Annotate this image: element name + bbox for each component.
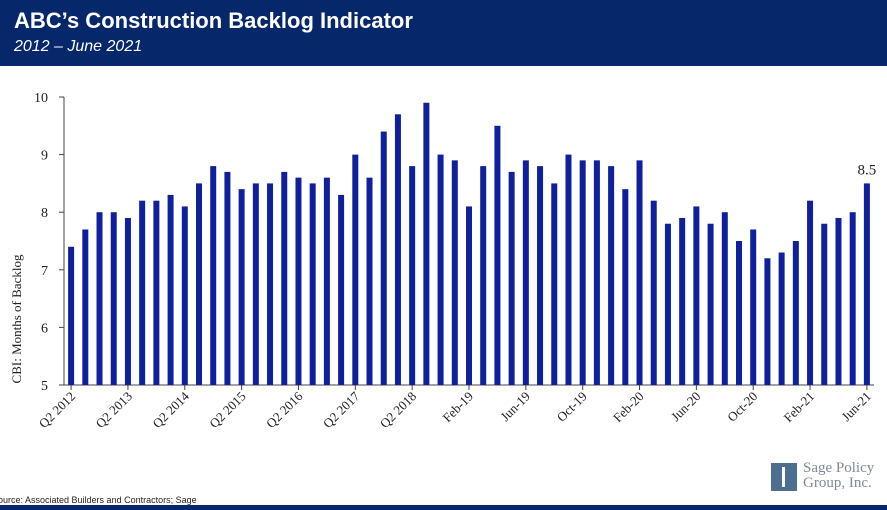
y-tick-label: 5 — [41, 379, 48, 394]
source-note: ource: Associated Builders and Contracto… — [0, 495, 197, 505]
x-tick-label: Oct-19 — [554, 389, 590, 425]
y-axis-ticks: 5 6 7 8 9 10 — [34, 91, 64, 394]
bar — [679, 217, 686, 385]
sage-logo: Sage Policy Group, Inc. — [771, 461, 887, 493]
bars — [68, 102, 870, 386]
x-tick-label: Q2 2017 — [320, 388, 363, 431]
bar — [68, 246, 75, 385]
bar — [252, 183, 259, 385]
x-tick-label: Jun-21 — [838, 389, 874, 425]
bar — [224, 171, 231, 385]
bottom-rule — [0, 505, 887, 510]
x-tick-label: Feb-19 — [439, 389, 476, 426]
slide-title: ABC’s Construction Backlog Indicator — [14, 8, 413, 33]
slide-subtitle: 2012 – June 2021 — [14, 38, 143, 55]
bar — [508, 171, 515, 385]
x-tick-label: Jun-19 — [497, 389, 533, 425]
bar — [96, 212, 103, 385]
bar — [721, 212, 728, 385]
bar — [736, 241, 742, 385]
bar — [267, 183, 274, 385]
bar — [622, 189, 629, 385]
bar — [693, 206, 700, 385]
bar — [707, 223, 714, 385]
data-label: 8.5 — [858, 162, 877, 178]
bar — [323, 177, 330, 385]
bar — [437, 154, 444, 385]
bar — [650, 200, 657, 385]
bar — [181, 206, 188, 385]
bar — [466, 206, 472, 385]
bar — [423, 102, 430, 385]
bar — [494, 125, 501, 386]
bar — [295, 177, 302, 385]
sage-logo-icon — [771, 463, 797, 491]
bar — [309, 183, 316, 385]
bar — [480, 166, 487, 385]
bar — [863, 183, 870, 385]
x-tick-label: Q2 2013 — [93, 389, 136, 432]
bar — [153, 200, 160, 385]
bar — [792, 241, 799, 385]
bar — [124, 217, 131, 385]
sage-logo-line1: Sage Policy — [803, 460, 875, 476]
bar — [821, 223, 828, 385]
bar — [750, 229, 757, 385]
bar — [565, 154, 572, 385]
bar — [352, 154, 359, 385]
bar — [238, 189, 245, 385]
sage-logo-text: Sage Policy Group, Inc. — [803, 461, 874, 491]
bar — [82, 229, 89, 385]
bar — [110, 212, 117, 385]
bar — [778, 252, 785, 385]
y-tick-label: 7 — [41, 264, 48, 279]
y-tick-label: 6 — [41, 321, 48, 336]
bar — [366, 177, 373, 385]
x-tick-label: Q2 2014 — [149, 388, 192, 431]
bar — [608, 166, 615, 385]
x-tick-label: Jun-20 — [668, 389, 704, 425]
bar — [664, 223, 671, 385]
x-tick-label: Oct-20 — [724, 389, 760, 425]
x-axis-ticks: Q2 2012 Q2 2013 Q2 2014 Q2 2015 Q2 2016 Q2 20… — [36, 385, 874, 431]
bar — [338, 194, 345, 385]
y-axis-label: CBI: Months of Backlog — [9, 254, 24, 383]
bar — [394, 114, 401, 385]
x-tick-label: Q2 2012 — [36, 389, 79, 432]
bar — [409, 166, 416, 385]
bar — [167, 194, 174, 385]
bar — [139, 200, 146, 385]
x-tick-label: Q2 2015 — [206, 389, 249, 432]
bar — [579, 160, 586, 385]
bar — [764, 258, 771, 385]
sage-logo-line2: Group, Inc. — [803, 475, 872, 491]
bar — [835, 217, 842, 385]
y-tick-label: 8 — [41, 206, 48, 221]
x-tick-label: Feb-20 — [610, 389, 647, 426]
bar — [451, 160, 458, 385]
bar — [636, 160, 643, 385]
x-tick-label: Q2 2016 — [263, 388, 306, 431]
bar — [210, 166, 217, 385]
bar — [849, 212, 856, 385]
slide-header: ABC’s Construction Backlog Indicator 201… — [0, 0, 887, 66]
bar — [196, 183, 202, 385]
bar — [281, 171, 288, 385]
bar — [807, 200, 814, 385]
x-tick-label: Q2 2018 — [377, 389, 420, 432]
bar — [551, 183, 558, 385]
y-tick-label: 10 — [34, 91, 48, 106]
x-tick-label: Feb-21 — [781, 389, 818, 426]
annotations: 8.5 — [858, 162, 877, 178]
bar — [380, 131, 387, 385]
bar — [537, 166, 544, 385]
bar — [522, 160, 529, 385]
y-tick-label: 9 — [41, 149, 48, 164]
bar — [593, 160, 600, 385]
